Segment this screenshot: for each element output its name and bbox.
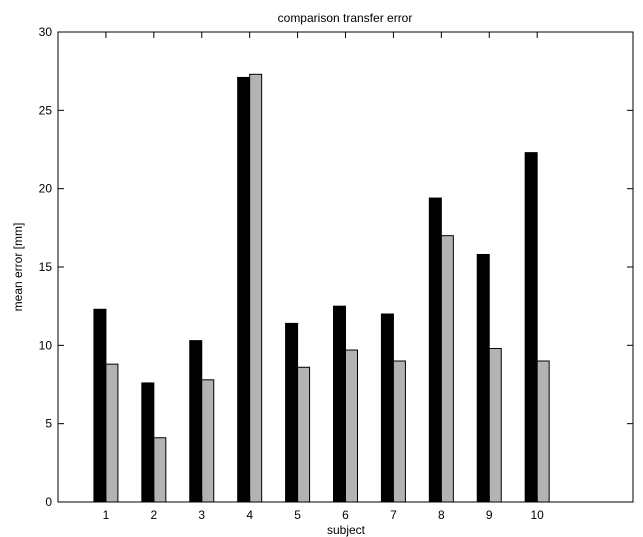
bar-gray-subject-3 [201,379,215,503]
x-tick-label: 6 [342,508,349,522]
bar-gray-subject-2 [153,437,167,503]
bar-black-subject-8 [428,197,442,503]
y-tick-label: 10 [39,338,53,352]
x-tick-label: 7 [390,508,397,522]
bar-gray-subject-10 [536,360,550,503]
bar-black-subject-5 [285,322,299,503]
bar-black-subject-2 [141,382,155,503]
bar-black-subject-7 [380,313,394,503]
bar-black-subject-1 [93,308,107,503]
x-tick-label: 4 [246,508,253,522]
x-tick-label: 8 [438,508,445,522]
y-tick-label: 30 [39,25,53,39]
y-tick-label: 0 [45,495,52,509]
bar-black-subject-9 [476,253,490,503]
y-axis-title: mean error [mm] [11,223,25,312]
bar-gray-subject-1 [105,363,119,503]
bar-gray-subject-8 [440,235,454,503]
x-tick-label: 9 [486,508,493,522]
x-tick-label: 3 [198,508,205,522]
bar-gray-subject-7 [392,360,406,503]
x-tick-label: 2 [150,508,157,522]
bar-black-subject-3 [189,340,203,503]
bar-gray-subject-5 [297,366,311,503]
y-tick-label: 25 [39,103,53,117]
x-axis-title: subject [327,523,366,537]
x-axis: 1 2 3 4 5 6 7 8 9 10 [103,32,544,522]
y-axis: 0 5 10 15 20 25 30 [39,25,633,509]
bar-black-subject-4 [237,76,251,503]
bar-gray-subject-4 [249,73,263,503]
y-tick-label: 15 [39,260,53,274]
bars-layer [93,73,550,503]
bar-gray-subject-6 [345,349,358,503]
x-tick-label: 10 [530,508,544,522]
x-tick-label: 1 [103,508,110,522]
chart-title: comparison transfer error [278,11,413,25]
y-tick-label: 5 [45,417,52,431]
bar-black-subject-6 [333,305,346,503]
bar-black-subject-10 [524,152,538,503]
x-tick-label: 5 [294,508,301,522]
bar-gray-subject-9 [488,347,502,503]
y-tick-label: 20 [39,182,53,196]
